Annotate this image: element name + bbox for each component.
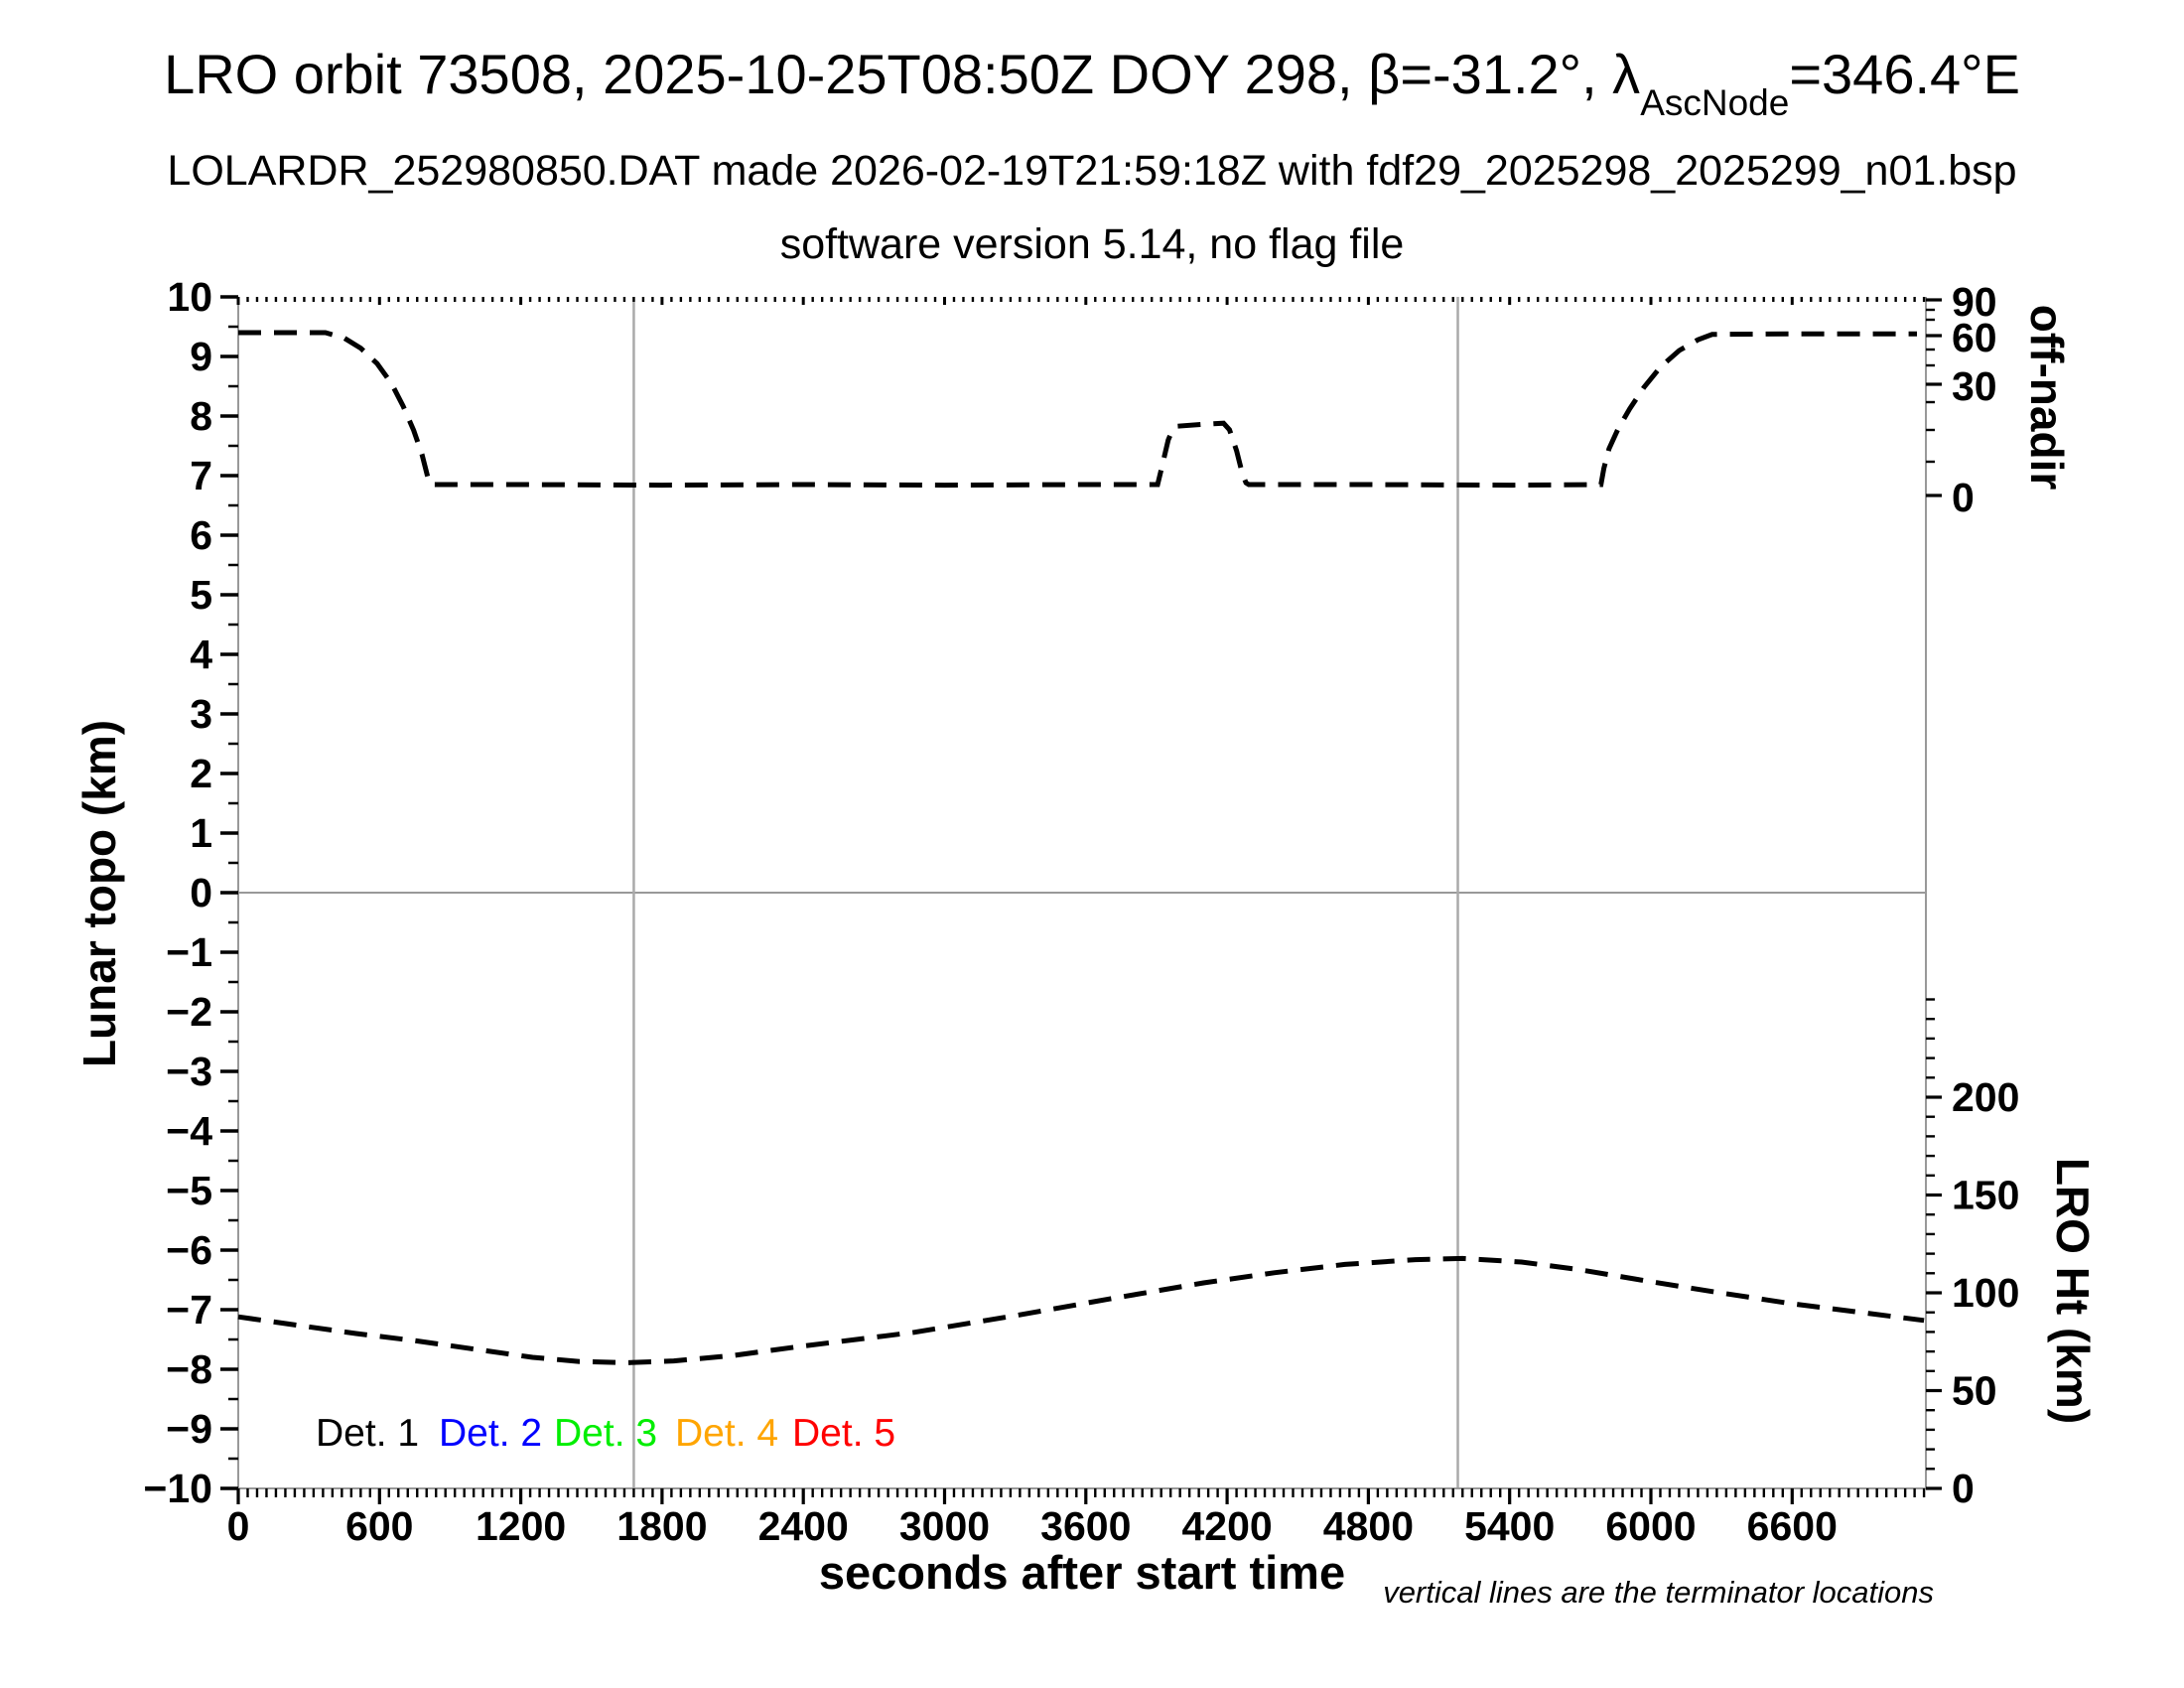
plot-subtitle-file: LOLARDR_252980850.DAT made 2026-02-19T21… [167, 147, 2017, 195]
lroht-tick-label: 50 [1952, 1368, 1997, 1414]
left-tick-label: −5 [166, 1168, 212, 1213]
left-tick-label: 2 [190, 751, 212, 796]
plot-title: LRO orbit 73508, 2025-10-25T08:50Z DOY 2… [0, 42, 2184, 123]
left-tick-label: −7 [166, 1287, 212, 1333]
left-tick-label: −8 [166, 1346, 212, 1392]
x-axis-title: seconds after start time [818, 1546, 1346, 1599]
x-tick-label: 2400 [758, 1503, 849, 1549]
left-tick-label: −6 [166, 1227, 212, 1273]
legend-item-3: Det. 3 [554, 1412, 657, 1455]
x-tick-label: 6600 [1747, 1503, 1838, 1549]
offnadir-tick-label: 90 [1952, 279, 1997, 325]
x-tick-label: 6000 [1605, 1503, 1696, 1549]
title-main-text: LRO orbit 73508, 2025-10-25T08:50Z DOY 2… [164, 43, 1641, 105]
left-tick-label: 4 [190, 632, 212, 677]
offnadir-tick-label: 60 [1952, 315, 1997, 360]
left-tick-label: 5 [190, 572, 212, 618]
x-tick-label: 4800 [1323, 1503, 1414, 1549]
x-tick-label: 0 [227, 1503, 250, 1549]
lroht-tick-label: 100 [1952, 1270, 2019, 1316]
lroht-tick-label: 150 [1952, 1173, 2019, 1218]
left-tick-label: −3 [166, 1049, 212, 1094]
x-tick-label: 4200 [1181, 1503, 1272, 1549]
left-tick-label: 10 [167, 274, 212, 320]
left-axis-title: Lunar topo (km) [73, 719, 125, 1068]
left-tick-label: −1 [166, 929, 212, 975]
legend-item-2: Det. 2 [439, 1412, 542, 1455]
title-ascnode-subscript: AscNode [1640, 82, 1790, 124]
left-tick-label: 0 [190, 870, 212, 915]
left-tick-label: −2 [166, 989, 212, 1035]
offnadir-tick-label: 30 [1952, 363, 1997, 409]
lro-height-curve [237, 1255, 1925, 1365]
x-tick-label: 600 [345, 1503, 413, 1549]
offnadir-tick-label: 0 [1952, 475, 1975, 520]
left-tick-label: 6 [190, 512, 212, 558]
terminator-footnote: vertical lines are the terminator locati… [1383, 1575, 1934, 1610]
left-tick-label: 9 [190, 334, 212, 379]
left-tick-label: −4 [166, 1108, 212, 1154]
left-tick-label: 1 [190, 810, 212, 856]
legend-item-5: Det. 5 [792, 1412, 895, 1455]
x-tick-label: 3600 [1040, 1503, 1131, 1549]
lroht-tick-label: 200 [1952, 1074, 2019, 1120]
left-tick-label: 3 [190, 691, 212, 737]
left-tick-label: 7 [190, 453, 212, 498]
x-tick-label: 5400 [1464, 1503, 1555, 1549]
x-tick-label: 1200 [476, 1503, 566, 1549]
lroht-axis-title: LRO Ht (km) [2047, 1157, 2099, 1425]
offnadir-curve [238, 330, 1917, 489]
left-tick-label: −10 [143, 1466, 212, 1511]
x-tick-label: 1800 [616, 1503, 707, 1549]
legend-item-1: Det. 1 [316, 1412, 419, 1455]
title-ascnode-value: =346.4°E [1789, 43, 2020, 105]
x-tick-label: 3000 [899, 1503, 990, 1549]
offnadir-axis-title: off-nadir [2021, 304, 2073, 491]
left-tick-label: −9 [166, 1406, 212, 1452]
plot-subtitle-version: software version 5.14, no flag file [779, 220, 1405, 268]
legend-item-4: Det. 4 [675, 1412, 778, 1455]
left-tick-label: 8 [190, 393, 212, 439]
lroht-tick-label: 0 [1952, 1466, 1975, 1511]
